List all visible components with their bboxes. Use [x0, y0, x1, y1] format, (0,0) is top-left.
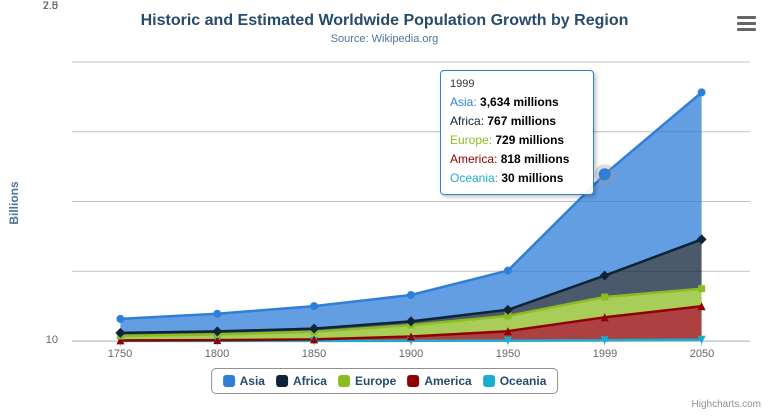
legend-item-label: Africa	[292, 374, 327, 388]
y-axis-label: 5	[51, 0, 58, 12]
y-axis-label: 0	[51, 0, 58, 12]
legend-item-label: Asia	[239, 374, 265, 388]
y-axis-label: 2.5	[42, 0, 58, 12]
tooltip-series-name: Europe	[450, 133, 495, 147]
tooltip-series-name: Africa	[450, 114, 487, 128]
legend: Asia Africa Europe America Oceania	[210, 368, 559, 394]
tooltip-series-value: 30 millions	[501, 171, 564, 185]
tooltip: 1999 Asia3,634 millions Africa767 millio…	[440, 70, 594, 195]
x-axis-label: 1850	[301, 348, 327, 360]
legend-item-europe[interactable]: Europe	[337, 374, 397, 388]
chart-title: Historic and Estimated Worldwide Populat…	[140, 12, 629, 29]
legend-symbol	[222, 375, 235, 387]
y-axis-label: 7.5	[42, 0, 58, 12]
x-axis-label: 1999	[592, 348, 618, 360]
legend-item-america[interactable]: America	[407, 374, 472, 388]
legend-symbol	[407, 375, 420, 387]
legend-symbol	[482, 375, 495, 387]
tooltip-row: Oceania30 millions	[450, 169, 584, 188]
tooltip-series-value: 3,634 millions	[480, 95, 559, 109]
x-axis-label: 1900	[398, 348, 424, 360]
tooltip-row: America818 millions	[450, 150, 584, 169]
tooltip-series-name: America	[450, 152, 501, 166]
y-axis-title: Billions	[7, 181, 21, 225]
tooltip-series-name: Oceania	[450, 171, 501, 185]
legend-item-africa[interactable]: Africa	[275, 374, 327, 388]
hamburger-icon	[737, 22, 756, 25]
x-axis-label: 2050	[689, 348, 715, 360]
legend-symbol	[275, 375, 288, 387]
tooltip-header: 1999	[450, 78, 475, 90]
x-axis-label: 1950	[495, 348, 521, 360]
hamburger-icon	[737, 16, 756, 19]
export-menu-button[interactable]	[737, 16, 756, 31]
x-axis-label: 1800	[204, 348, 230, 360]
tooltip-series-name: Asia	[450, 95, 480, 109]
tooltip-row: Asia3,634 millions	[450, 93, 584, 112]
y-axis-label: 10	[45, 334, 58, 346]
hamburger-icon	[737, 28, 756, 31]
legend-item-asia[interactable]: Asia	[222, 374, 265, 388]
legend-item-label: America	[424, 374, 472, 388]
legend-item-oceania[interactable]: Oceania	[482, 374, 547, 388]
credits-link[interactable]: Highcharts.com	[691, 399, 761, 410]
legend-symbol	[337, 375, 350, 387]
tooltip-row: Africa767 millions	[450, 112, 584, 131]
chart-subtitle: Source: Wikipedia.org	[330, 33, 439, 45]
tooltip-row: Europe729 millions	[450, 131, 584, 150]
x-axis-label: 1750	[107, 348, 133, 360]
legend-item-label: Europe	[354, 374, 397, 388]
tooltip-series-value: 818 millions	[500, 152, 570, 166]
tooltip-series-value: 767 millions	[487, 114, 557, 128]
tooltip-series-value: 729 millions	[495, 133, 565, 147]
legend-item-label: Oceania	[499, 374, 547, 388]
